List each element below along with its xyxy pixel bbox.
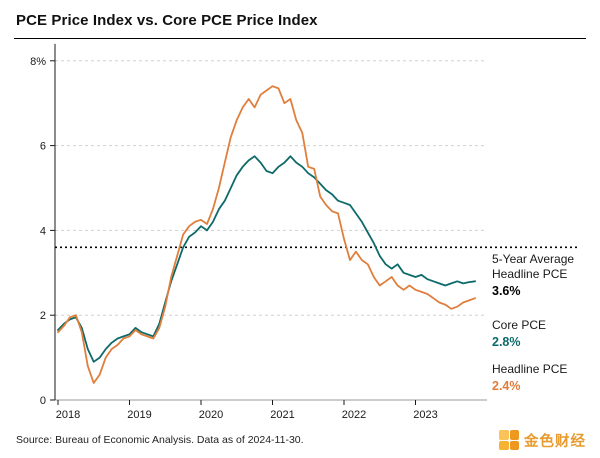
svg-text:2021: 2021 bbox=[270, 409, 294, 421]
svg-text:2022: 2022 bbox=[342, 409, 366, 421]
svg-text:6: 6 bbox=[40, 141, 46, 153]
svg-text:2018: 2018 bbox=[56, 409, 80, 421]
core-pce-value: 2.8% bbox=[492, 335, 521, 349]
legend-average: 5-Year Average Headline PCE 3.6% bbox=[492, 252, 596, 299]
page-title: PCE Price Index vs. Core PCE Price Index bbox=[16, 12, 318, 29]
svg-text:2019: 2019 bbox=[127, 409, 151, 421]
jinse-watermark: 金色财经 bbox=[499, 428, 586, 452]
average-pce-value: 3.6% bbox=[492, 284, 521, 298]
title-divider bbox=[14, 38, 586, 39]
legend-headline: Headline PCE 2.4% bbox=[492, 362, 596, 394]
svg-text:2020: 2020 bbox=[199, 409, 223, 421]
jinse-logo-icon bbox=[499, 430, 519, 450]
headline-pce-value: 2.4% bbox=[492, 379, 521, 393]
svg-text:2: 2 bbox=[40, 310, 46, 322]
jinse-watermark-text: 金色财经 bbox=[524, 433, 586, 450]
source-note: Source: Bureau of Economic Analysis. Dat… bbox=[16, 434, 304, 446]
legend-headline-label: Headline PCE bbox=[492, 362, 568, 376]
svg-text:8%: 8% bbox=[30, 56, 46, 68]
svg-text:0: 0 bbox=[40, 395, 46, 407]
legend-average-label-line1: 5-Year Average bbox=[492, 252, 575, 266]
svg-text:4: 4 bbox=[40, 225, 46, 237]
legend-core-label: Core PCE bbox=[492, 318, 547, 332]
legend-average-label-line2: Headline PCE bbox=[492, 267, 568, 281]
svg-text:2023: 2023 bbox=[413, 409, 437, 421]
legend-core: Core PCE 2.8% bbox=[492, 318, 596, 350]
